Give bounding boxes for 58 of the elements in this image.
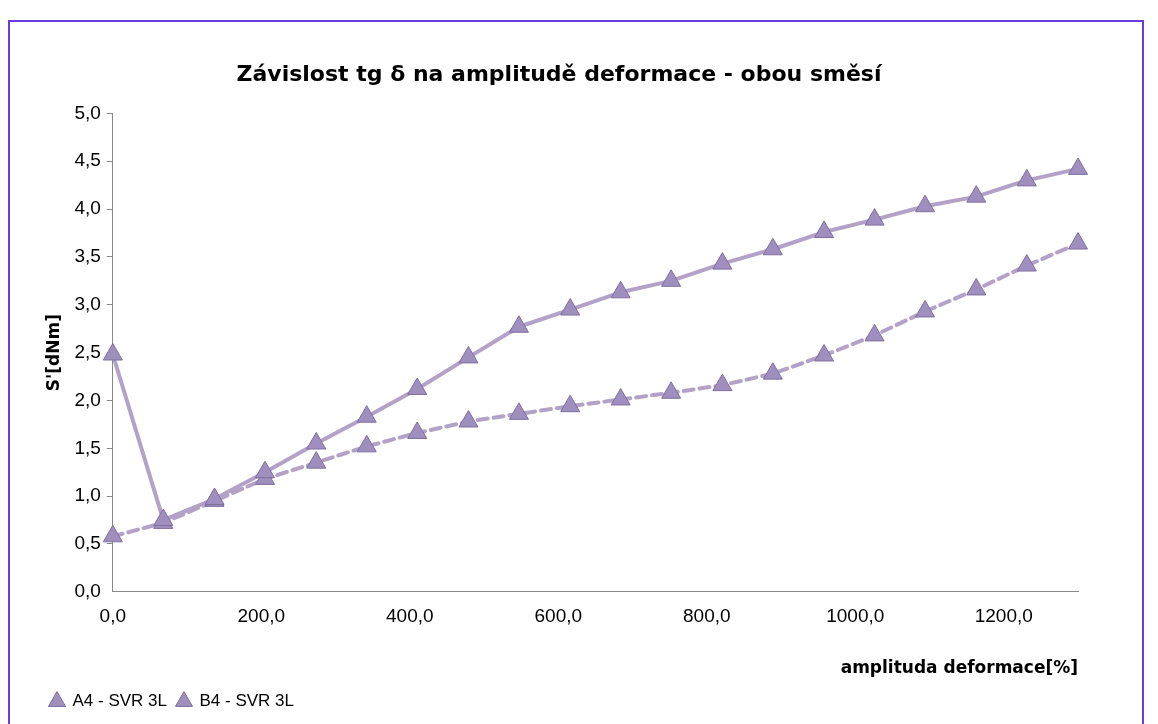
point (1067, 157, 1089, 175)
point (712, 252, 733, 270)
point (610, 387, 631, 406)
point (356, 434, 377, 453)
point (560, 298, 581, 316)
y-tick-label: 3,0 (74, 292, 101, 314)
y-tick-label: 0,5 (74, 532, 101, 554)
point (661, 381, 682, 399)
y-tick-label: 2,5 (74, 340, 101, 362)
point (560, 394, 581, 413)
x-tick-label: 600,0 (534, 605, 583, 627)
x-tick-label: 200,0 (237, 605, 286, 627)
point (762, 237, 783, 256)
x-axis-title: amplituda deformace[%] (840, 657, 1078, 678)
point (306, 432, 327, 450)
point (814, 220, 835, 239)
x-tick-label: 0,0 (99, 605, 127, 627)
point (864, 208, 885, 226)
x-tick-label: 800,0 (683, 605, 731, 627)
point (966, 277, 987, 296)
point (1016, 168, 1037, 187)
point (102, 524, 123, 543)
point (458, 345, 479, 364)
y-tick-label: 1,0 (74, 484, 101, 506)
point (762, 362, 783, 380)
y-tick-label: 2,0 (74, 388, 101, 410)
point (508, 315, 529, 333)
point (610, 280, 631, 299)
point (864, 323, 885, 342)
y-tick-label: 3,5 (74, 245, 101, 267)
y-tick-label: 5,0 (74, 101, 101, 123)
point (254, 460, 276, 479)
x-tick-label: 400,0 (386, 605, 434, 627)
chart-title: Závislost tg δ na amplitudě deformace - obou směsí (236, 60, 883, 86)
point (915, 299, 936, 318)
point (966, 185, 987, 203)
point (915, 194, 936, 213)
point (407, 421, 428, 439)
y-tick-label: 1,5 (74, 436, 101, 458)
x-tick-label: 1000,0 (826, 605, 885, 627)
y-tick-label: 4,5 (74, 149, 101, 171)
point (407, 377, 428, 395)
point (458, 409, 479, 428)
point (661, 269, 682, 287)
point (356, 405, 377, 423)
point (712, 373, 733, 392)
point (1016, 254, 1037, 272)
y-tick-label: 4,0 (74, 197, 101, 219)
point (306, 451, 327, 469)
point (1067, 232, 1089, 250)
legend-label: B4 - SVR 3L (199, 691, 294, 711)
x-tick-label: 1200,0 (974, 605, 1033, 627)
y-axis-title: S'[dNm] (42, 314, 63, 392)
point (508, 402, 529, 420)
y-tick-label: 0,0 (74, 580, 101, 602)
legend-label: A4 - SVR 3L (72, 691, 167, 711)
point (102, 343, 123, 361)
point (814, 343, 835, 362)
